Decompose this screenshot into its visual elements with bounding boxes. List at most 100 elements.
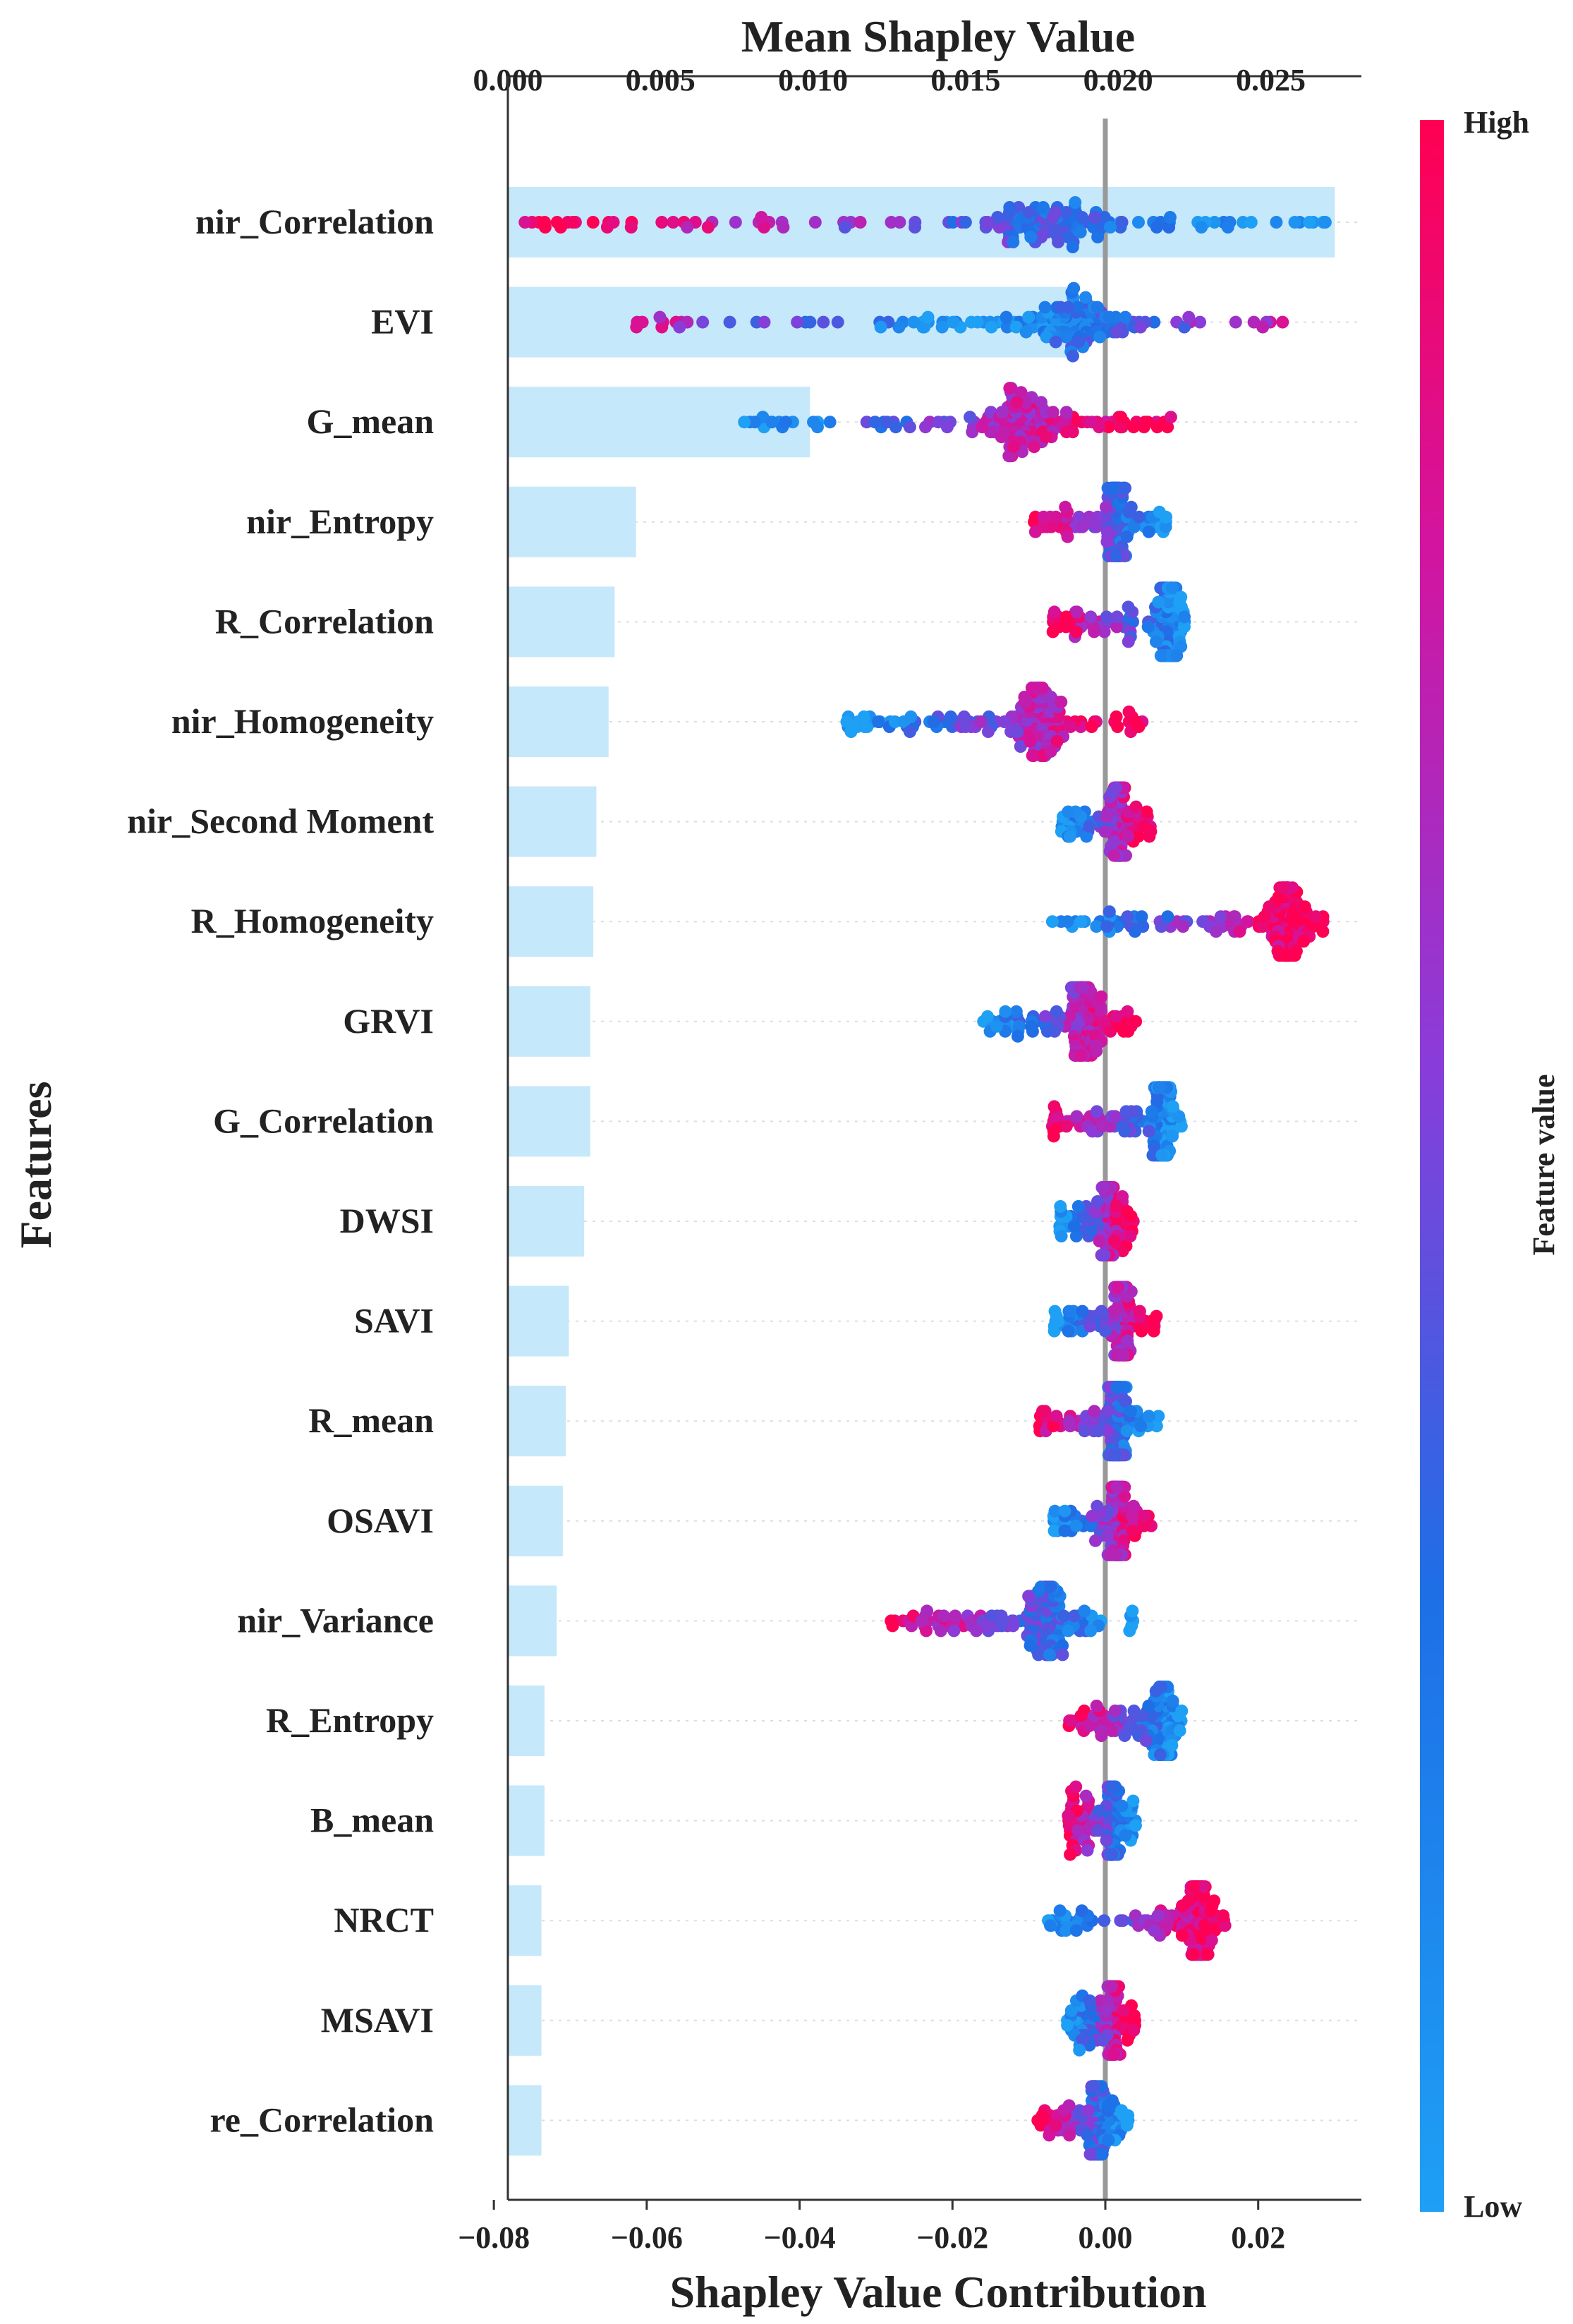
shap-point	[1152, 1410, 1165, 1423]
shap-point	[858, 720, 871, 733]
shap-point	[701, 221, 715, 234]
shap-point	[946, 216, 959, 229]
shap-point	[947, 315, 960, 329]
shap-point	[807, 416, 820, 429]
shap-point	[1110, 620, 1124, 634]
shap-point	[1091, 231, 1105, 243]
shap-point	[927, 715, 940, 728]
shap-point	[1102, 420, 1115, 434]
shap-point	[1049, 335, 1062, 349]
shap-point	[1073, 2104, 1086, 2117]
shap-point	[1034, 396, 1047, 409]
shap-point	[981, 725, 995, 738]
shap-point	[1084, 1519, 1098, 1532]
shap-point	[1195, 221, 1208, 234]
feature-label: nir_Correlation	[195, 202, 434, 241]
shap-point	[1069, 1519, 1083, 1532]
mean-shap-bar	[508, 1386, 566, 1457]
colorbar-low-label: Low	[1464, 2189, 1522, 2224]
shap-point	[1092, 1424, 1105, 1438]
shap-point	[1044, 1580, 1057, 1594]
mean-shap-bar	[508, 1086, 590, 1157]
shap-point	[673, 320, 686, 334]
shap-point	[1132, 720, 1146, 733]
shap-point	[1064, 1714, 1078, 1727]
shap-point	[1045, 520, 1058, 533]
shap-point	[1109, 549, 1122, 562]
shap-point	[1003, 382, 1016, 395]
bottom-tick-label: −0.08	[458, 2220, 530, 2255]
shap-point	[1142, 525, 1155, 538]
shap-point	[854, 216, 867, 229]
shap-point	[1084, 610, 1098, 624]
shap-point	[1047, 1100, 1061, 1113]
shap-point	[1083, 1319, 1097, 1333]
shap-point	[1318, 216, 1332, 229]
shap-point	[1080, 830, 1093, 843]
shap-point	[823, 416, 837, 429]
shap-point	[1110, 710, 1123, 723]
shap-point	[1075, 211, 1088, 224]
shap-point	[1098, 825, 1112, 838]
shap-point	[1166, 1130, 1179, 1143]
shap-point	[1062, 2099, 1076, 2112]
shap-point	[1150, 1309, 1163, 1323]
shap-point	[1051, 1314, 1064, 1328]
shap-point	[1107, 849, 1121, 862]
shap-point	[1256, 920, 1269, 933]
shap-point	[1148, 1924, 1161, 1937]
shap-point	[971, 315, 984, 329]
shap-point	[1177, 920, 1190, 933]
shap-point	[1093, 1235, 1106, 1247]
shap-point	[1083, 1719, 1096, 1732]
feature-label: R_Correlation	[215, 601, 434, 641]
shap-point	[1071, 301, 1084, 314]
shap-point	[915, 1614, 928, 1628]
shap-point	[916, 320, 930, 334]
shap-point	[1150, 1420, 1163, 1433]
shap-point	[1058, 1524, 1071, 1537]
shap-point	[1035, 682, 1049, 694]
shap-point	[1150, 221, 1163, 234]
shap-point	[655, 216, 669, 229]
shap-point	[1011, 1029, 1024, 1043]
top-tick-label: 0.025	[1236, 63, 1306, 97]
shap-point	[1139, 1734, 1153, 1747]
shap-point	[1117, 2004, 1130, 2017]
shap-point	[1061, 2019, 1074, 2032]
shap-point	[765, 416, 779, 429]
shap-point	[1074, 1048, 1088, 1062]
shap-point	[905, 1619, 918, 1633]
shap-point	[1062, 1809, 1075, 1822]
shap-point	[1095, 1120, 1109, 1133]
shap-point	[981, 1010, 995, 1023]
shap-point	[1078, 1705, 1091, 1717]
shap-point	[1071, 1824, 1085, 1837]
shap-point	[1062, 805, 1075, 818]
shap-point	[1288, 216, 1301, 229]
shap-point	[1160, 1909, 1174, 1923]
shap-point	[1084, 1225, 1098, 1237]
shap-point	[966, 425, 979, 439]
shap-point	[868, 416, 882, 429]
shap-point	[1062, 1624, 1075, 1638]
shap-point	[1178, 610, 1191, 624]
shap-point	[1174, 591, 1188, 604]
shap-point	[1100, 920, 1114, 933]
mean-shap-bar	[508, 1885, 542, 1956]
shap-point	[1276, 315, 1289, 329]
shap-point	[1062, 301, 1075, 314]
shap-point	[1090, 920, 1103, 933]
shap-point	[964, 411, 977, 424]
shap-point	[1175, 1929, 1189, 1942]
shap-point	[1046, 406, 1059, 419]
shap-point	[1126, 1794, 1140, 1808]
shap-point	[921, 310, 935, 324]
shap-point	[1083, 820, 1096, 833]
shap-point	[1047, 1324, 1061, 1338]
shap-point	[1209, 925, 1222, 938]
shap-point	[1128, 925, 1141, 938]
shap-point	[1069, 625, 1083, 639]
shap-point	[1147, 1324, 1160, 1338]
shap-point	[1117, 1348, 1130, 1362]
